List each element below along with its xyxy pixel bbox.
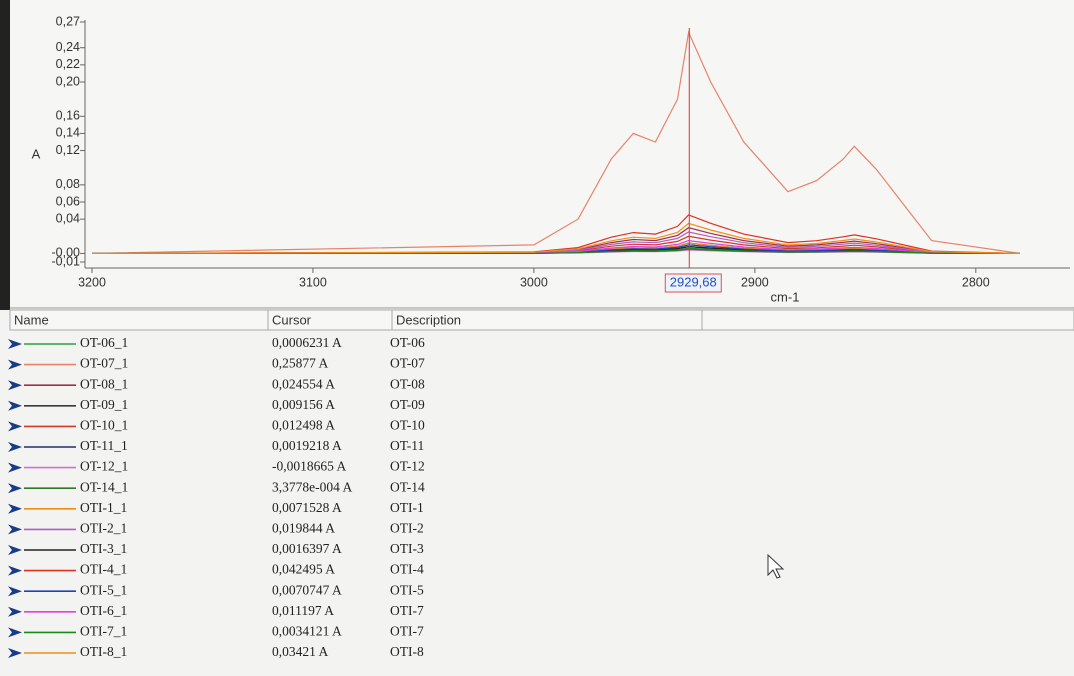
row-description: OT-09 xyxy=(390,397,425,412)
row-description: OT-12 xyxy=(390,459,425,474)
y-axis-label: A xyxy=(32,146,41,161)
row-name[interactable]: OT-07_1 xyxy=(80,356,128,371)
row-cursor: 0,0016397 A xyxy=(272,541,342,556)
row-name[interactable]: OTI-1_1 xyxy=(80,500,127,515)
row-cursor: 0,011197 A xyxy=(272,603,334,618)
column-header[interactable]: Name xyxy=(14,312,49,327)
x-tick-label: 3100 xyxy=(299,275,327,289)
row-description: OTI-1 xyxy=(390,500,424,515)
row-cursor: 0,0019218 A xyxy=(272,438,342,453)
row-name[interactable]: OTI-7_1 xyxy=(80,623,127,638)
row-cursor: -0,0018665 A xyxy=(272,459,347,474)
row-description: OTI-7 xyxy=(390,623,424,638)
row-name[interactable]: OT-11_1 xyxy=(80,438,128,453)
row-cursor: 0,012498 A xyxy=(272,417,335,432)
y-tick-label: 0,27 xyxy=(56,14,80,28)
row-name[interactable]: OT-12_1 xyxy=(80,459,128,474)
row-cursor: 0,042495 A xyxy=(272,562,335,577)
row-description: OT-06 xyxy=(390,335,425,350)
table-header xyxy=(10,310,1074,330)
y-tick-label: 0,20 xyxy=(56,74,80,88)
row-cursor: 0,009156 A xyxy=(272,397,335,412)
row-name[interactable]: OTI-2_1 xyxy=(80,520,127,535)
row-cursor: 3,3778e-004 A xyxy=(272,479,352,494)
row-name[interactable]: OTI-4_1 xyxy=(80,562,127,577)
y-tick-label: 0,08 xyxy=(56,177,80,191)
row-description: OTI-2 xyxy=(390,520,424,535)
row-name[interactable]: OT-14_1 xyxy=(80,479,128,494)
row-description: OTI-4 xyxy=(390,562,424,577)
row-description: OTI-3 xyxy=(390,541,424,556)
row-cursor: 0,0006231 A xyxy=(272,335,342,350)
row-name[interactable]: OT-06_1 xyxy=(80,335,128,350)
row-name[interactable]: OTI-8_1 xyxy=(80,644,127,659)
row-description: OT-10 xyxy=(390,417,425,432)
row-name[interactable]: OT-10_1 xyxy=(80,417,128,432)
row-description: OTI-7 xyxy=(390,603,424,618)
row-description: OTI-8 xyxy=(390,644,424,659)
row-name[interactable]: OTI-3_1 xyxy=(80,541,127,556)
row-cursor: 0,0071528 A xyxy=(272,500,342,515)
row-description: OT-07 xyxy=(390,356,425,371)
y-tick-label: 0,24 xyxy=(56,40,80,54)
row-cursor: 0,019844 A xyxy=(272,520,335,535)
row-name[interactable]: OT-08_1 xyxy=(80,376,128,391)
column-header[interactable]: Cursor xyxy=(272,312,312,327)
x-tick-label: 3000 xyxy=(520,275,548,289)
row-cursor: 0,0034121 A xyxy=(272,623,342,638)
row-name[interactable]: OTI-5_1 xyxy=(80,582,127,597)
row-cursor: 0,024554 A xyxy=(272,376,335,391)
row-cursor: 0,0070747 A xyxy=(272,582,342,597)
screen-bezel xyxy=(0,0,10,310)
screen: A cm-1 0,27 0,24 0,22 0,20 0,16 0,14 0,12 0,08 0… xyxy=(0,0,1074,676)
row-description: OTI-5 xyxy=(390,582,424,597)
x-tick-label: 3200 xyxy=(78,275,106,289)
cursor-label: 2929,68 xyxy=(670,274,717,289)
row-description: OT-14 xyxy=(390,479,425,494)
x-axis-label: cm-1 xyxy=(771,289,800,304)
x-tick-label: 2800 xyxy=(962,275,990,289)
row-description: OT-11 xyxy=(390,438,424,453)
row-description: OT-08 xyxy=(390,376,425,391)
row-name[interactable]: OT-09_1 xyxy=(80,397,128,412)
y-tick-label: 0,06 xyxy=(56,194,80,208)
y-tick-label: 0,14 xyxy=(56,126,80,140)
y-tick-label: 0,12 xyxy=(56,143,80,157)
row-cursor: 0,25877 A xyxy=(272,356,329,371)
x-tick-label: 2900 xyxy=(741,275,769,289)
row-cursor: 0,03421 A xyxy=(272,644,329,659)
chart-panel xyxy=(10,0,1074,306)
y-tick-label: 0,04 xyxy=(56,211,80,225)
y-tick-label: 0,22 xyxy=(56,57,80,71)
y-tick-label: -0,01 xyxy=(52,254,81,268)
row-name[interactable]: OTI-6_1 xyxy=(80,603,127,618)
column-header[interactable]: Description xyxy=(396,312,461,327)
y-tick-label: 0,16 xyxy=(56,109,80,123)
